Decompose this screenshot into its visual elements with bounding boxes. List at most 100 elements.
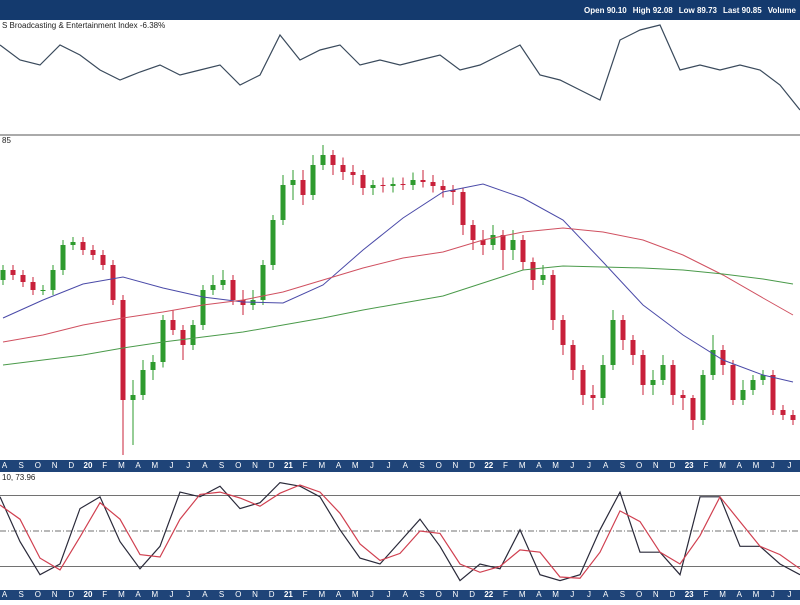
candle-body [330, 155, 336, 165]
candle-body [620, 320, 626, 340]
candle-body [200, 290, 206, 325]
header-bar [0, 0, 800, 20]
candle-body [440, 186, 446, 190]
candle-body [590, 395, 596, 398]
quote-field: Open 90.10 [584, 6, 627, 15]
x-tick-label: N [453, 590, 459, 599]
x-tick-label: J [170, 461, 174, 470]
x-tick-label: J [387, 461, 391, 470]
candle-body [30, 282, 36, 290]
x-tick-label: J [771, 461, 775, 470]
candle-body [570, 345, 576, 370]
candle-body [660, 365, 666, 380]
x-tick-label: 22 [484, 590, 493, 599]
data-line [0, 24, 800, 111]
x-tick-label: M [352, 590, 359, 599]
candle-body [0, 270, 6, 280]
x-tick-label: S [219, 461, 224, 470]
candle-body [100, 255, 106, 265]
candle-body [270, 220, 276, 265]
x-tick-label: M [318, 461, 325, 470]
candle-body [710, 350, 716, 375]
x-tick-label: F [303, 461, 308, 470]
candle-body [720, 350, 726, 365]
x-tick-label: D [68, 590, 74, 599]
candle-body [320, 155, 326, 165]
x-tick-label: M [352, 461, 359, 470]
x-tick-label: F [102, 461, 107, 470]
candle-body [550, 275, 556, 320]
candle-body [380, 185, 386, 186]
x-tick-label: F [703, 590, 708, 599]
x-tick-label: A [202, 590, 208, 599]
candle-body [790, 415, 796, 420]
x-tick-label: 21 [284, 461, 293, 470]
x-tick-label: D [68, 461, 74, 470]
x-tick-label: N [52, 461, 58, 470]
candle-body [510, 240, 516, 250]
candle-body [50, 270, 56, 290]
x-tick-label: A [536, 461, 542, 470]
candle-body [350, 172, 356, 175]
x-tick-label: M [552, 590, 559, 599]
x-tick-label: A [403, 590, 409, 599]
x-tick-label: J [370, 590, 374, 599]
data-line [0, 484, 800, 579]
x-tick-label: S [219, 590, 224, 599]
x-tick-label: O [436, 461, 442, 470]
x-tick-label: O [35, 461, 41, 470]
candle-body [520, 240, 526, 262]
candle-body [20, 275, 26, 282]
x-tick-label: F [102, 590, 107, 599]
x-tick-label: J [186, 461, 190, 470]
data-line [0, 481, 800, 582]
quote-field: Low 89.73 [679, 6, 718, 15]
x-tick-label: D [269, 590, 275, 599]
x-tick-label: A [2, 461, 8, 470]
x-tick-label: M [151, 461, 158, 470]
candle-body [180, 330, 186, 345]
candle-body [680, 395, 686, 398]
x-tick-label: N [252, 461, 258, 470]
candle-body [580, 370, 586, 395]
candle-body [750, 380, 756, 390]
x-tick-label: O [35, 590, 41, 599]
candle-body [470, 225, 476, 240]
quote-field: High 92.08 [633, 6, 674, 15]
candle-body [300, 180, 306, 195]
x-tick-label: A [737, 461, 743, 470]
x-tick-label: M [719, 461, 726, 470]
x-tick-label: J [170, 590, 174, 599]
candle-body [220, 280, 226, 285]
candle-body [10, 270, 16, 275]
candle-body [460, 192, 466, 225]
x-tick-label: D [670, 590, 676, 599]
x-tick-label: M [552, 461, 559, 470]
candle-body [740, 390, 746, 400]
x-tick-label: M [519, 461, 526, 470]
x-tick-label: D [469, 590, 475, 599]
candle-body [400, 184, 406, 185]
x-tick-label: 23 [685, 590, 694, 599]
x-tick-label: M [519, 590, 526, 599]
x-tick-label: M [753, 590, 760, 599]
x-tick-label: 23 [685, 461, 694, 470]
candle-body [690, 398, 696, 420]
quote-field: Last 90.85 [723, 6, 762, 15]
x-axis-strip [0, 590, 800, 600]
candle-body [670, 365, 676, 395]
candle-body [490, 235, 496, 245]
candle-body [650, 380, 656, 385]
x-tick-label: F [503, 461, 508, 470]
candle-body [450, 190, 456, 192]
candle-body [190, 325, 196, 345]
x-tick-label: S [19, 461, 24, 470]
x-tick-label: M [118, 590, 125, 599]
x-tick-label: A [336, 461, 342, 470]
moving-average [2, 227, 794, 343]
x-tick-label: N [252, 590, 258, 599]
x-tick-label: S [419, 590, 424, 599]
candle-body [390, 184, 396, 186]
x-tick-label: N [52, 590, 58, 599]
candle-body [530, 262, 536, 280]
